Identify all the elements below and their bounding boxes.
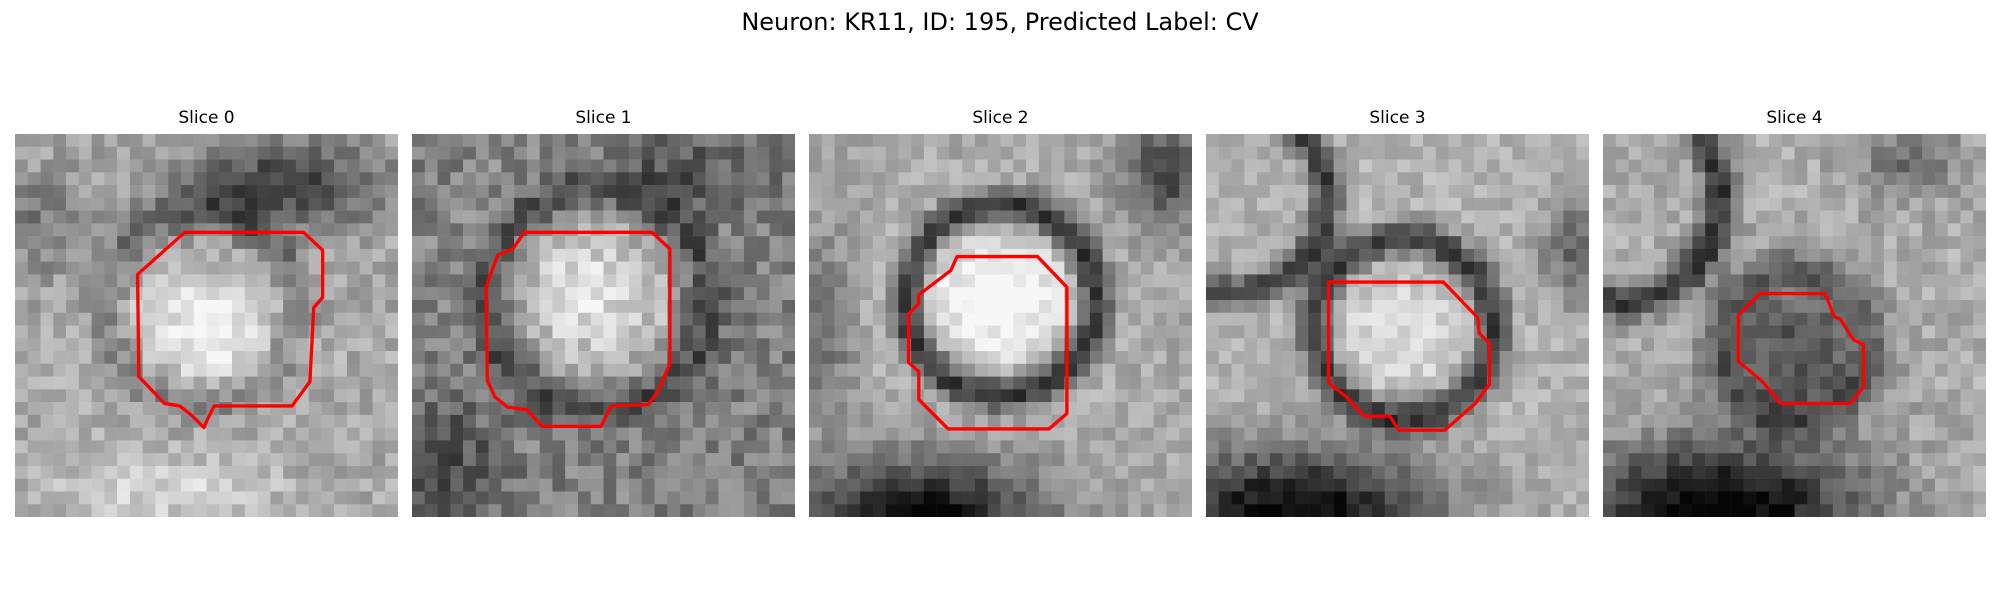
roi-contour-4	[1736, 291, 1866, 406]
slice-panel-4: Slice 4	[1603, 108, 1986, 517]
slice-panel-1: Slice 1	[412, 108, 795, 517]
slice-title-0: Slice 0	[178, 108, 235, 128]
slice-image-3	[1206, 134, 1589, 517]
roi-contour-0	[135, 230, 325, 430]
slice-image-4	[1603, 134, 1986, 517]
slice-panel-2: Slice 2	[809, 108, 1192, 517]
slice-image-2	[809, 134, 1192, 517]
slice-title-3: Slice 3	[1369, 108, 1426, 128]
slice-image-1	[412, 134, 795, 517]
slice-panel-3: Slice 3	[1206, 108, 1589, 517]
slice-panel-0: Slice 0	[15, 108, 398, 517]
slice-title-4: Slice 4	[1766, 108, 1823, 128]
roi-contour-2	[906, 254, 1069, 431]
slice-title-2: Slice 2	[972, 108, 1029, 128]
roi-contour-3	[1326, 280, 1492, 432]
figure-title: Neuron: KR11, ID: 195, Predicted Label: …	[741, 8, 1259, 36]
slice-title-1: Slice 1	[575, 108, 632, 128]
slice-image-0	[15, 134, 398, 517]
roi-contour-1	[484, 230, 672, 429]
